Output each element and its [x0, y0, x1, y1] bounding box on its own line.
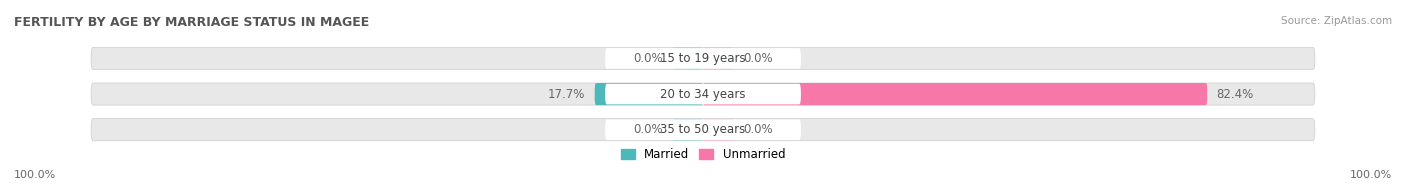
Text: 20 to 34 years: 20 to 34 years	[661, 88, 745, 101]
Text: 0.0%: 0.0%	[742, 123, 772, 136]
Text: 100.0%: 100.0%	[1350, 170, 1392, 180]
Text: 17.7%: 17.7%	[548, 88, 585, 101]
FancyBboxPatch shape	[91, 47, 1315, 70]
FancyBboxPatch shape	[605, 48, 801, 69]
FancyBboxPatch shape	[703, 47, 734, 70]
FancyBboxPatch shape	[91, 83, 1315, 105]
Text: Source: ZipAtlas.com: Source: ZipAtlas.com	[1281, 16, 1392, 26]
Text: 0.0%: 0.0%	[742, 52, 772, 65]
FancyBboxPatch shape	[672, 119, 703, 141]
Text: 35 to 50 years: 35 to 50 years	[661, 123, 745, 136]
Text: 0.0%: 0.0%	[634, 52, 664, 65]
FancyBboxPatch shape	[605, 119, 801, 140]
Text: FERTILITY BY AGE BY MARRIAGE STATUS IN MAGEE: FERTILITY BY AGE BY MARRIAGE STATUS IN M…	[14, 16, 370, 29]
Text: 82.4%: 82.4%	[1216, 88, 1254, 101]
FancyBboxPatch shape	[672, 47, 703, 70]
FancyBboxPatch shape	[605, 84, 801, 104]
Text: 0.0%: 0.0%	[634, 123, 664, 136]
Text: 100.0%: 100.0%	[14, 170, 56, 180]
FancyBboxPatch shape	[703, 119, 734, 141]
Text: 15 to 19 years: 15 to 19 years	[661, 52, 745, 65]
FancyBboxPatch shape	[703, 83, 1208, 105]
Legend: Married, Unmarried: Married, Unmarried	[620, 148, 786, 161]
FancyBboxPatch shape	[91, 119, 1315, 141]
FancyBboxPatch shape	[595, 83, 703, 105]
